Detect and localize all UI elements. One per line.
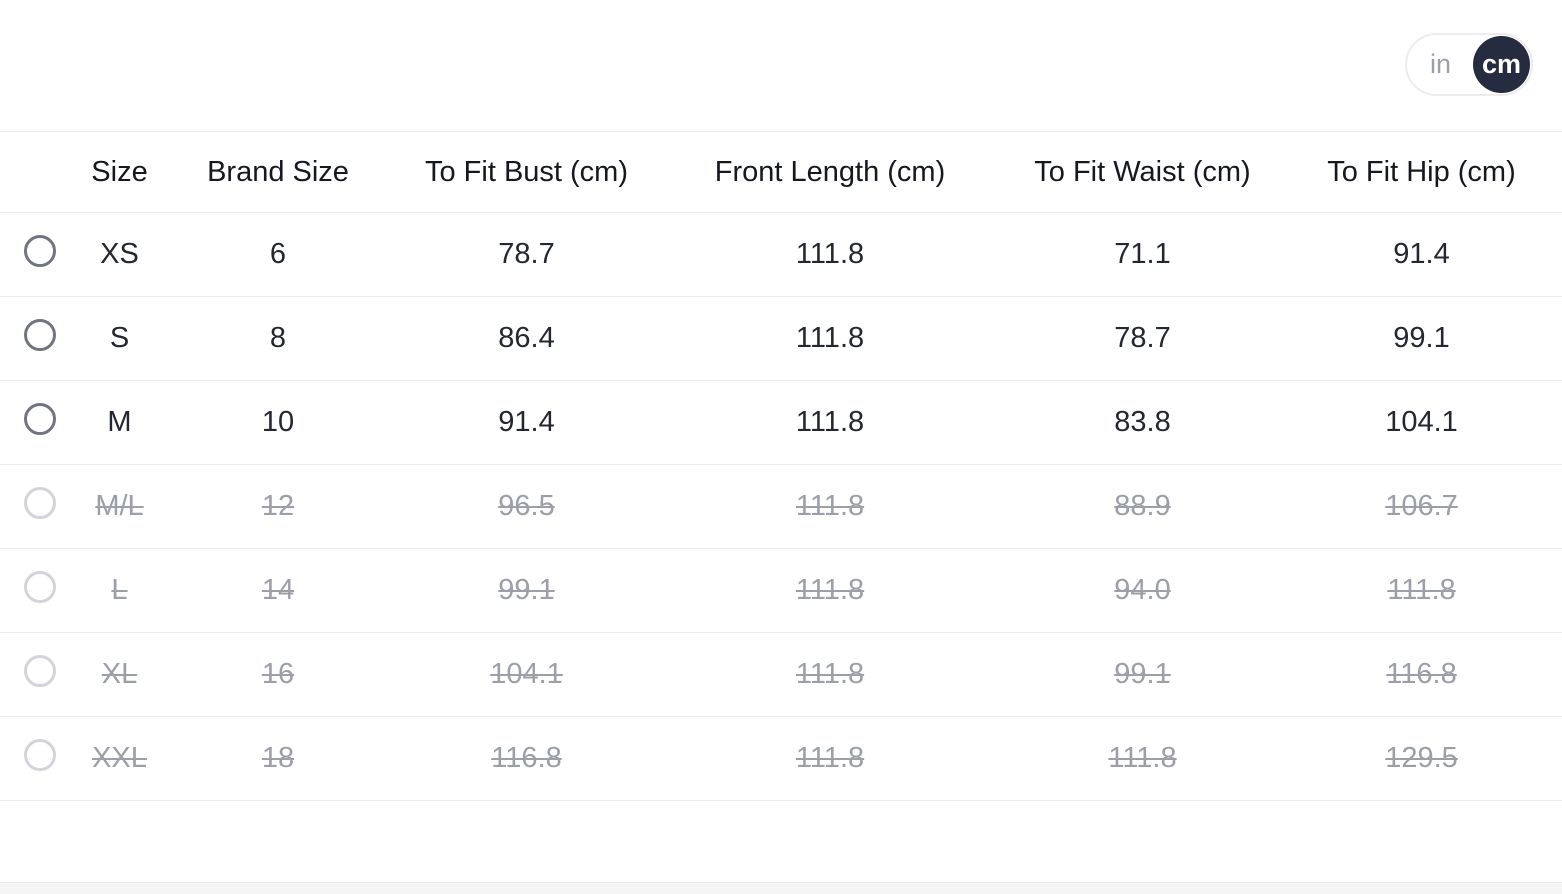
size-chart-table: Size Brand Size To Fit Bust (cm) Front L…: [0, 131, 1562, 801]
waist-cell: 94.0: [1114, 574, 1171, 606]
radio-cell: [0, 633, 80, 717]
front-length-cell: 111.8: [795, 658, 865, 690]
bust-cell: 91.4: [498, 406, 555, 438]
front-length-cell: 111.8: [795, 490, 865, 522]
waist-cell: 78.7: [1114, 322, 1171, 354]
bust-cell: 116.8: [491, 742, 562, 774]
hip-cell: 99.1: [1393, 322, 1450, 354]
unit-option-in[interactable]: in: [1429, 49, 1451, 79]
waist-cell: 99.1: [1114, 658, 1171, 690]
radio-column-header: [0, 132, 80, 213]
hip-cell: 129.5: [1385, 742, 1458, 774]
radio-cell: [0, 549, 80, 633]
hip-cell: 111.8: [1387, 574, 1456, 606]
size-row[interactable]: XS 6 78.7 111.8 71.1 91.4: [0, 213, 1562, 297]
hip-cell: 116.8: [1386, 658, 1457, 690]
size-cell: M/L: [95, 490, 144, 522]
size-row[interactable]: S 8 86.4 111.8 78.7 99.1: [0, 297, 1562, 381]
brand-size-cell: 8: [269, 322, 287, 354]
size-radio-button: [24, 486, 56, 519]
bust-cell: 78.7: [498, 238, 555, 270]
unit-toggle[interactable]: in cm: [1405, 33, 1533, 96]
size-radio-button[interactable]: [24, 234, 56, 267]
toolbar: in cm: [0, 0, 1562, 131]
front-length-cell: 111.8: [795, 238, 865, 270]
waist-cell: 71.1: [1114, 238, 1171, 270]
column-header-hip: To Fit Hip (cm): [1327, 155, 1516, 188]
size-table-body: XS 6 78.7 111.8 71.1 91.4 S 8 86.4 111.8…: [0, 213, 1562, 801]
size-radio-button: [24, 654, 56, 687]
size-cell: XS: [100, 238, 139, 270]
bust-cell: 104.1: [490, 658, 563, 690]
size-radio-button: [24, 738, 56, 771]
size-row: XXL 18 116.8 111.8 111.8 129.5: [0, 717, 1562, 801]
size-row: M/L 12 96.5 111.8 88.9 106.7: [0, 465, 1562, 549]
front-length-cell: 111.8: [795, 574, 865, 606]
column-header-bust: To Fit Bust (cm): [424, 155, 628, 188]
front-length-cell: 111.8: [795, 322, 865, 354]
radio-cell: [0, 381, 80, 465]
radio-cell: [0, 213, 80, 297]
brand-size-cell: 12: [261, 490, 295, 522]
hip-cell: 104.1: [1385, 406, 1458, 438]
size-radio-button[interactable]: [24, 318, 56, 351]
waist-cell: 88.9: [1114, 490, 1171, 522]
unit-option-cm[interactable]: cm: [1473, 36, 1530, 93]
column-header-brand-size: Brand Size: [207, 155, 349, 188]
front-length-cell: 111.8: [795, 742, 865, 774]
brand-size-cell: 16: [261, 658, 295, 690]
size-cell: S: [109, 322, 130, 354]
bust-cell: 99.1: [498, 574, 555, 606]
radio-cell: [0, 717, 80, 801]
column-header-size: Size: [91, 155, 148, 188]
waist-cell: 111.8: [1108, 742, 1177, 774]
column-header-front-length: Front Length (cm): [714, 155, 946, 188]
size-radio-button[interactable]: [24, 402, 56, 435]
radio-cell: [0, 465, 80, 549]
brand-size-cell: 14: [261, 574, 295, 606]
size-cell: XL: [101, 658, 138, 690]
size-cell: XXL: [92, 742, 147, 774]
bottom-divider-strip: [0, 882, 1562, 894]
hip-cell: 91.4: [1393, 238, 1450, 270]
brand-size-cell: 18: [261, 742, 295, 774]
column-header-waist: To Fit Waist (cm): [1034, 155, 1251, 188]
brand-size-cell: 10: [261, 406, 295, 438]
size-row[interactable]: M 10 91.4 111.8 83.8 104.1: [0, 381, 1562, 465]
size-radio-button: [24, 570, 56, 603]
waist-cell: 83.8: [1114, 406, 1171, 438]
header-row: Size Brand Size To Fit Bust (cm) Front L…: [0, 131, 1562, 213]
bust-cell: 96.5: [498, 490, 555, 522]
radio-cell: [0, 297, 80, 381]
size-row: L 14 99.1 111.8 94.0 111.8: [0, 549, 1562, 633]
size-row: XL 16 104.1 111.8 99.1 116.8: [0, 633, 1562, 717]
hip-cell: 106.7: [1385, 490, 1458, 522]
size-cell: M: [107, 406, 132, 438]
brand-size-cell: 6: [269, 238, 287, 270]
front-length-cell: 111.8: [795, 406, 865, 438]
size-cell: L: [111, 574, 128, 606]
bust-cell: 86.4: [498, 322, 555, 354]
